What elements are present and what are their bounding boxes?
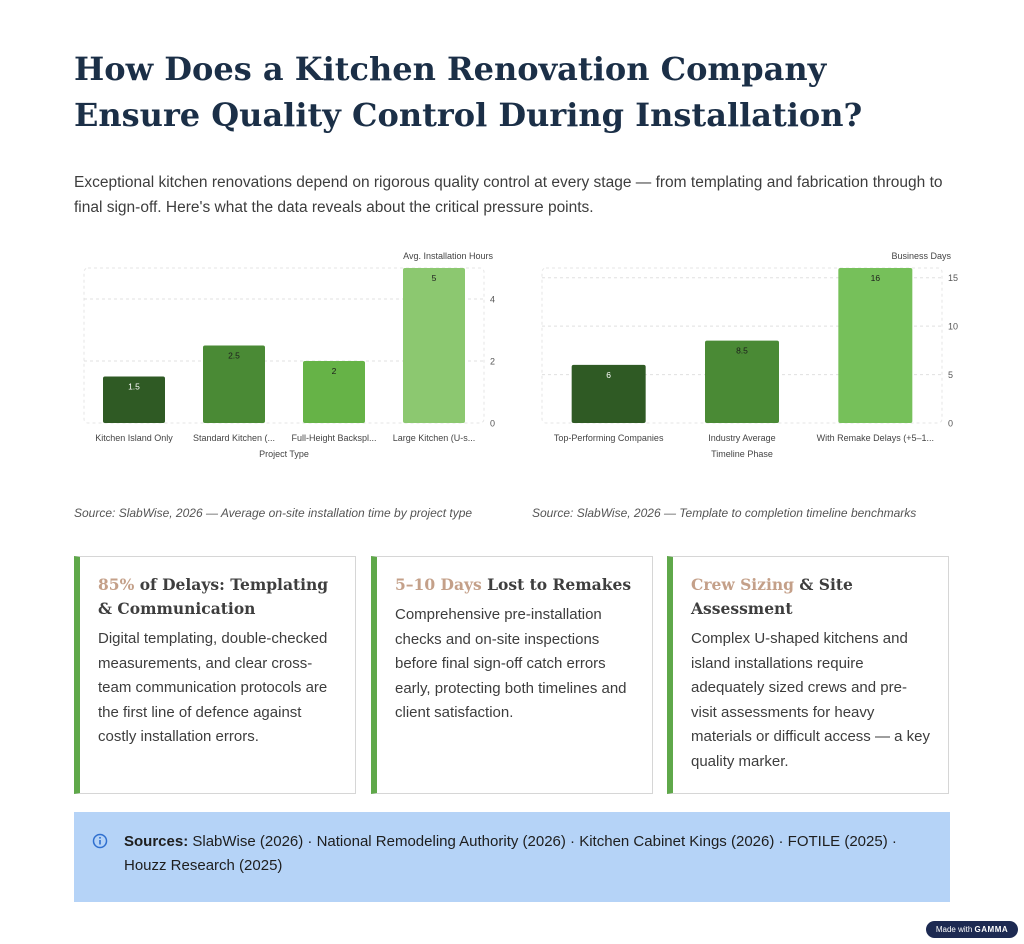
y-tick-label: 2 bbox=[490, 357, 495, 367]
x-tick-label: With Remake Delays (+5–1... bbox=[817, 433, 934, 443]
card-title: Crew Sizing & Site Assessment bbox=[691, 573, 932, 621]
intro-paragraph: Exceptional kitchen renovations depend o… bbox=[74, 174, 943, 216]
x-axis-label: Project Type bbox=[259, 449, 309, 459]
card-highlight: 5–10 Days bbox=[395, 575, 482, 594]
bar bbox=[303, 361, 365, 423]
timeline-chart-svg: 0 5 10 15 Business Days 6 Top-Performing Compa… bbox=[541, 251, 958, 459]
y-tick-label: 5 bbox=[948, 370, 953, 380]
plot-frame bbox=[83, 267, 485, 424]
y-axis-label: Business Days bbox=[891, 251, 951, 261]
card-title-text: & Site Assessment bbox=[691, 575, 853, 618]
made-with-gamma-badge[interactable]: Made with GAMMA bbox=[926, 921, 1018, 938]
bar-data-label: 16 bbox=[871, 273, 881, 283]
sources-callout: Sources: SlabWise (2026) · National Remo… bbox=[74, 812, 950, 902]
sources-label: Sources: bbox=[124, 833, 189, 850]
card-body: Complex U-shaped kitchens and island ins… bbox=[691, 630, 930, 770]
x-tick-label: Full-Height Backspl... bbox=[291, 433, 376, 443]
timeline-chart: 0 5 10 15 Business Days 6 Top-Performing Compa… bbox=[532, 248, 962, 473]
card-body: Comprehensive pre-installation checks an… bbox=[395, 606, 627, 721]
bar bbox=[838, 268, 913, 423]
y-tick-label: 10 bbox=[948, 322, 958, 332]
card-templating-delays: 85% of Delays: Templating & Communicatio… bbox=[74, 556, 356, 794]
card-title: 5–10 Days Lost to Remakes bbox=[395, 573, 636, 597]
bar-data-label: 6 bbox=[606, 370, 611, 380]
card-crew-sizing: Crew Sizing & Site Assessment Complex U-… bbox=[667, 556, 949, 794]
bar-data-label: 1.5 bbox=[128, 382, 140, 392]
card-highlight: 85% bbox=[98, 575, 135, 594]
bar-data-label: 5 bbox=[432, 273, 437, 283]
x-tick-label: Large Kitchen (U-s... bbox=[393, 433, 476, 443]
x-tick-label: Top-Performing Companies bbox=[554, 433, 664, 443]
bar-data-label: 8.5 bbox=[736, 346, 748, 356]
chart-1-source: Source: SlabWise, 2026 — Average on-site… bbox=[74, 506, 473, 520]
card-title-text: of Delays: Templating & Communication bbox=[98, 575, 329, 618]
card-title-text: Lost to Remakes bbox=[481, 575, 632, 594]
x-tick-label: Standard Kitchen (... bbox=[193, 433, 275, 443]
x-tick-label: Kitchen Island Only bbox=[95, 433, 173, 443]
bar bbox=[403, 268, 465, 423]
bar-data-label: 2.5 bbox=[228, 351, 240, 361]
y-tick-label: 0 bbox=[490, 419, 495, 429]
installation-hours-chart-svg: 0 2 4 Avg. Installation Hours 1.5 Kitchen Isl… bbox=[83, 251, 495, 459]
bar-data-label: 2 bbox=[332, 366, 337, 376]
bar bbox=[705, 340, 779, 423]
badge-brand: GAMMA bbox=[974, 925, 1009, 934]
sources-text: SlabWise (2026) · National Remodeling Au… bbox=[124, 833, 897, 874]
x-tick-label: Industry Average bbox=[708, 433, 775, 443]
badge-prefix: Made with bbox=[935, 925, 975, 934]
x-axis-label: Timeline Phase bbox=[711, 449, 773, 459]
y-axis-label: Avg. Installation Hours bbox=[403, 251, 493, 261]
y-tick-label: 4 bbox=[490, 295, 495, 305]
bar bbox=[203, 345, 265, 423]
plot-frame bbox=[541, 267, 943, 424]
y-tick-label: 15 bbox=[948, 273, 958, 283]
card-body: Digital templating, double-checked measu… bbox=[98, 630, 328, 745]
card-remakes: 5–10 Days Lost to Remakes Comprehensive … bbox=[371, 556, 653, 794]
card-title: 85% of Delays: Templating & Communicatio… bbox=[98, 573, 339, 621]
y-tick-label: 0 bbox=[948, 419, 953, 429]
bar bbox=[571, 364, 646, 423]
chart-2-source: Source: SlabWise, 2026 — Template to com… bbox=[532, 506, 917, 520]
info-icon bbox=[92, 833, 108, 849]
bar bbox=[103, 376, 165, 423]
page-title: How Does a Kitchen Renovation Company En… bbox=[74, 50, 863, 134]
card-highlight: Crew Sizing bbox=[691, 575, 794, 594]
installation-hours-chart: 0 2 4 Avg. Installation Hours 1.5 Kitchen Isl… bbox=[74, 248, 504, 473]
